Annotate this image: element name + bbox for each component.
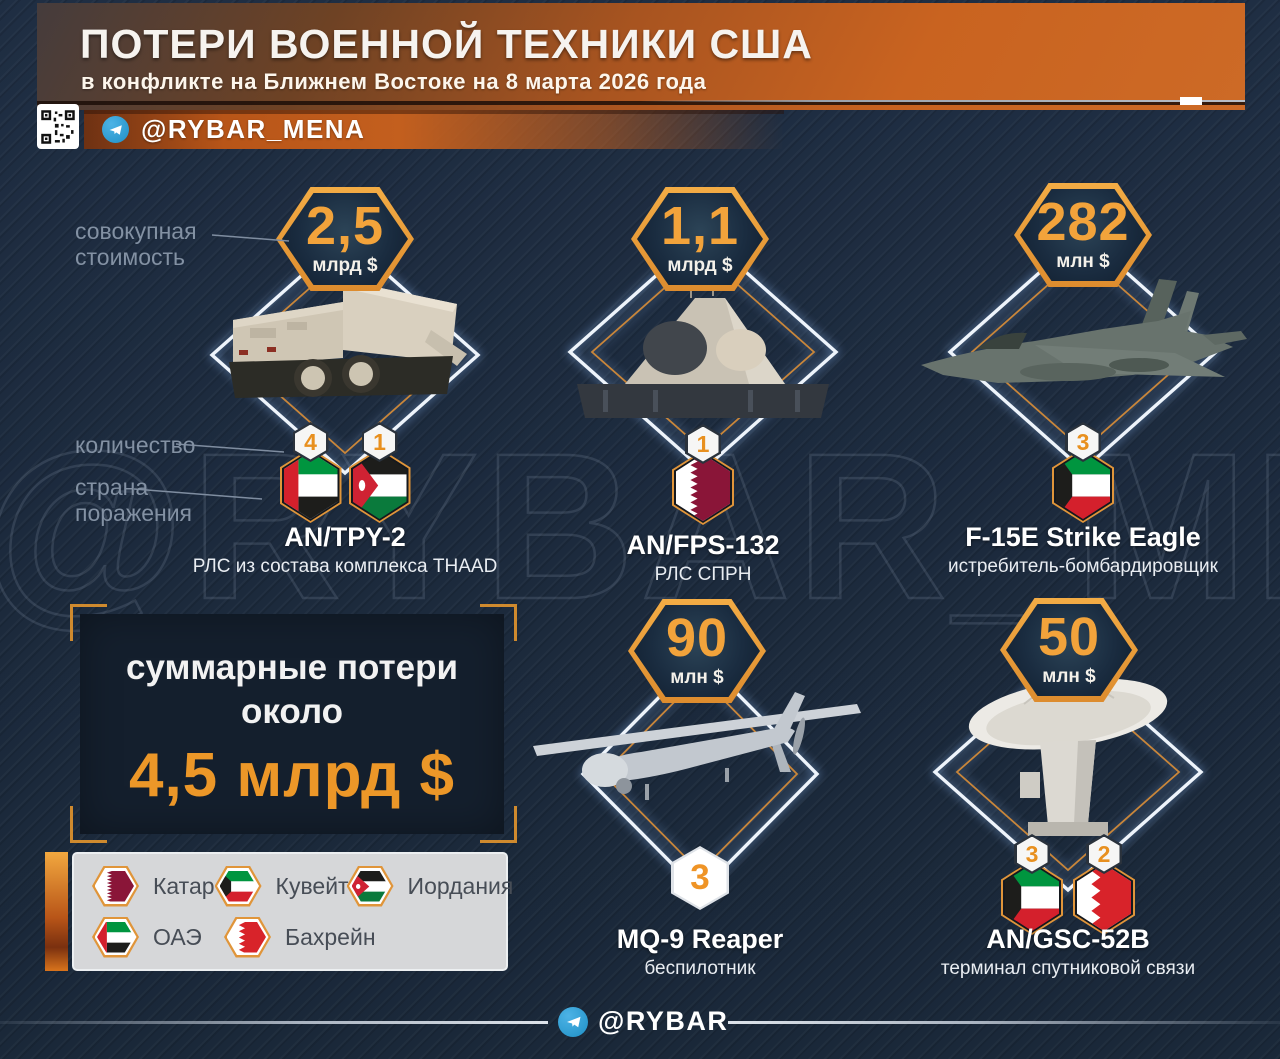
summary-line1: суммарные потери bbox=[125, 648, 458, 687]
page-title: ПОТЕРИ ВОЕННОЙ ТЕХНИКИ США bbox=[80, 21, 813, 67]
label-quantity: количество bbox=[75, 432, 196, 458]
count-row: 3 bbox=[530, 846, 870, 910]
count-badge: 1 bbox=[671, 424, 735, 526]
thaad-radar-truck-image bbox=[195, 262, 495, 437]
country-legend: Катар Кувейт Иордания ОАЭ bbox=[72, 852, 513, 971]
equipment-description: РЛС СПРН bbox=[654, 564, 752, 585]
count-badge: 2 bbox=[1072, 834, 1136, 936]
count-badge: 3 bbox=[1000, 834, 1064, 936]
header-rule-dash bbox=[1180, 97, 1202, 105]
equipment-name: AN/TPY-2 bbox=[284, 522, 406, 552]
footer-rule-right bbox=[728, 1021, 1280, 1024]
bracket-icon bbox=[480, 806, 517, 843]
legend-item: Катар bbox=[92, 865, 215, 907]
card-mq-9: 90 млн $ 3 MQ-9 Reaper беспилотник bbox=[530, 580, 870, 1000]
count-number: 1 bbox=[364, 424, 395, 460]
label-total-cost: совокупная стоимость bbox=[75, 218, 197, 271]
count-badge: 3 bbox=[671, 846, 729, 910]
channel-banner[interactable]: @RYBAR_MENA bbox=[84, 110, 784, 149]
count-number: 4 bbox=[295, 424, 326, 460]
equipment-name: AN/GSC-52B bbox=[986, 924, 1150, 954]
qr-pattern bbox=[40, 108, 76, 145]
count-row: 4 1 bbox=[175, 422, 515, 524]
legend-item: Бахрейн bbox=[224, 916, 376, 958]
legend-label: ОАЭ bbox=[153, 923, 202, 950]
cost-unit: млн $ bbox=[1042, 666, 1096, 688]
card-an-tpy-2: 2,5 млрд $ 4 1 AN/TPY-2 РЛС из состава к… bbox=[175, 170, 515, 590]
count-number: 3 bbox=[673, 848, 727, 908]
bracket-icon bbox=[70, 806, 107, 843]
mq9-drone-image bbox=[525, 676, 875, 866]
equipment-description: беспилотник bbox=[644, 958, 756, 979]
bracket-icon bbox=[480, 604, 517, 641]
legend-label: Бахрейн bbox=[285, 923, 376, 950]
cost-unit: млрд $ bbox=[312, 255, 378, 277]
card-an-fps-132: 1,1 млрд $ 1 AN/FPS-132 РЛС СПРН bbox=[533, 170, 873, 590]
legend-label: Иордания bbox=[407, 872, 514, 899]
cost-unit: млн $ bbox=[1056, 251, 1110, 273]
summary-line2: около bbox=[240, 692, 344, 731]
cost-unit: млн $ bbox=[670, 667, 724, 689]
bracket-icon bbox=[70, 604, 107, 641]
channel-handle: @RYBAR_MENA bbox=[141, 114, 366, 144]
label-country: страна поражения bbox=[75, 474, 193, 527]
card-f-15e: 282 млн $ 3 F-15E Strike Eagle истребите… bbox=[913, 170, 1253, 590]
cost-value: 90 bbox=[665, 607, 729, 668]
qr-code[interactable] bbox=[37, 104, 79, 149]
legend-label: Катар bbox=[153, 872, 215, 899]
count-row: 3 bbox=[913, 422, 1253, 524]
count-number: 2 bbox=[1088, 836, 1120, 872]
equipment-description: РЛС из состава комплекса THAAD bbox=[192, 556, 498, 577]
count-badge: 1 bbox=[348, 422, 412, 524]
count-number: 3 bbox=[1067, 424, 1099, 460]
telegram-icon bbox=[558, 1006, 588, 1037]
count-row: 3 2 bbox=[898, 834, 1238, 936]
count-number: 3 bbox=[1016, 836, 1048, 872]
equipment-name: F-15E Strike Eagle bbox=[965, 522, 1201, 552]
cost-value: 50 bbox=[1037, 606, 1101, 667]
summary-total: 4,5 млрд $ bbox=[128, 741, 456, 810]
count-badge: 3 bbox=[1051, 422, 1115, 524]
count-number: 1 bbox=[687, 426, 719, 462]
legend-accent-bar bbox=[45, 852, 68, 971]
footer-channel-badge[interactable]: @RYBAR bbox=[558, 1006, 728, 1037]
count-badge: 4 bbox=[279, 422, 343, 524]
cost-value: 282 bbox=[1036, 191, 1130, 252]
card-an-gsc-52b: 50 млн $ 3 2 AN/GSC-52B терминал спутник… bbox=[898, 580, 1238, 1000]
page-subtitle: в конфликте на Ближнем Востоке на 8 март… bbox=[81, 69, 707, 94]
equipment-description: истребитель-бомбардировщик bbox=[948, 556, 1218, 577]
footer-channel-handle: @RYBAR bbox=[598, 1006, 729, 1036]
header-divider bbox=[37, 101, 1245, 105]
equipment-name: AN/FPS-132 bbox=[626, 530, 780, 560]
footer-rule-left bbox=[0, 1021, 548, 1024]
cost-value: 1,1 bbox=[660, 195, 740, 256]
total-losses-panel: суммарные потери около 4,5 млрд $ bbox=[80, 614, 504, 834]
legend-label: Кувейт bbox=[275, 872, 349, 899]
header-rule bbox=[640, 100, 1245, 102]
legend-item: Иордания bbox=[346, 865, 514, 907]
equipment-name: MQ-9 Reaper bbox=[616, 924, 784, 954]
cost-unit: млрд $ bbox=[667, 255, 733, 277]
legend-item: Кувейт bbox=[214, 865, 349, 907]
radar-pyramid-image bbox=[563, 282, 843, 443]
count-row: 1 bbox=[533, 424, 873, 526]
cost-value: 2,5 bbox=[305, 195, 385, 256]
header-banner: ПОТЕРИ ВОЕННОЙ ТЕХНИКИ США в конфликте н… bbox=[37, 3, 1245, 110]
f15-jet-image bbox=[903, 265, 1263, 450]
equipment-description: терминал спутниковой связи bbox=[940, 958, 1196, 979]
legend-item: ОАЭ bbox=[92, 916, 224, 958]
telegram-icon bbox=[102, 116, 129, 143]
